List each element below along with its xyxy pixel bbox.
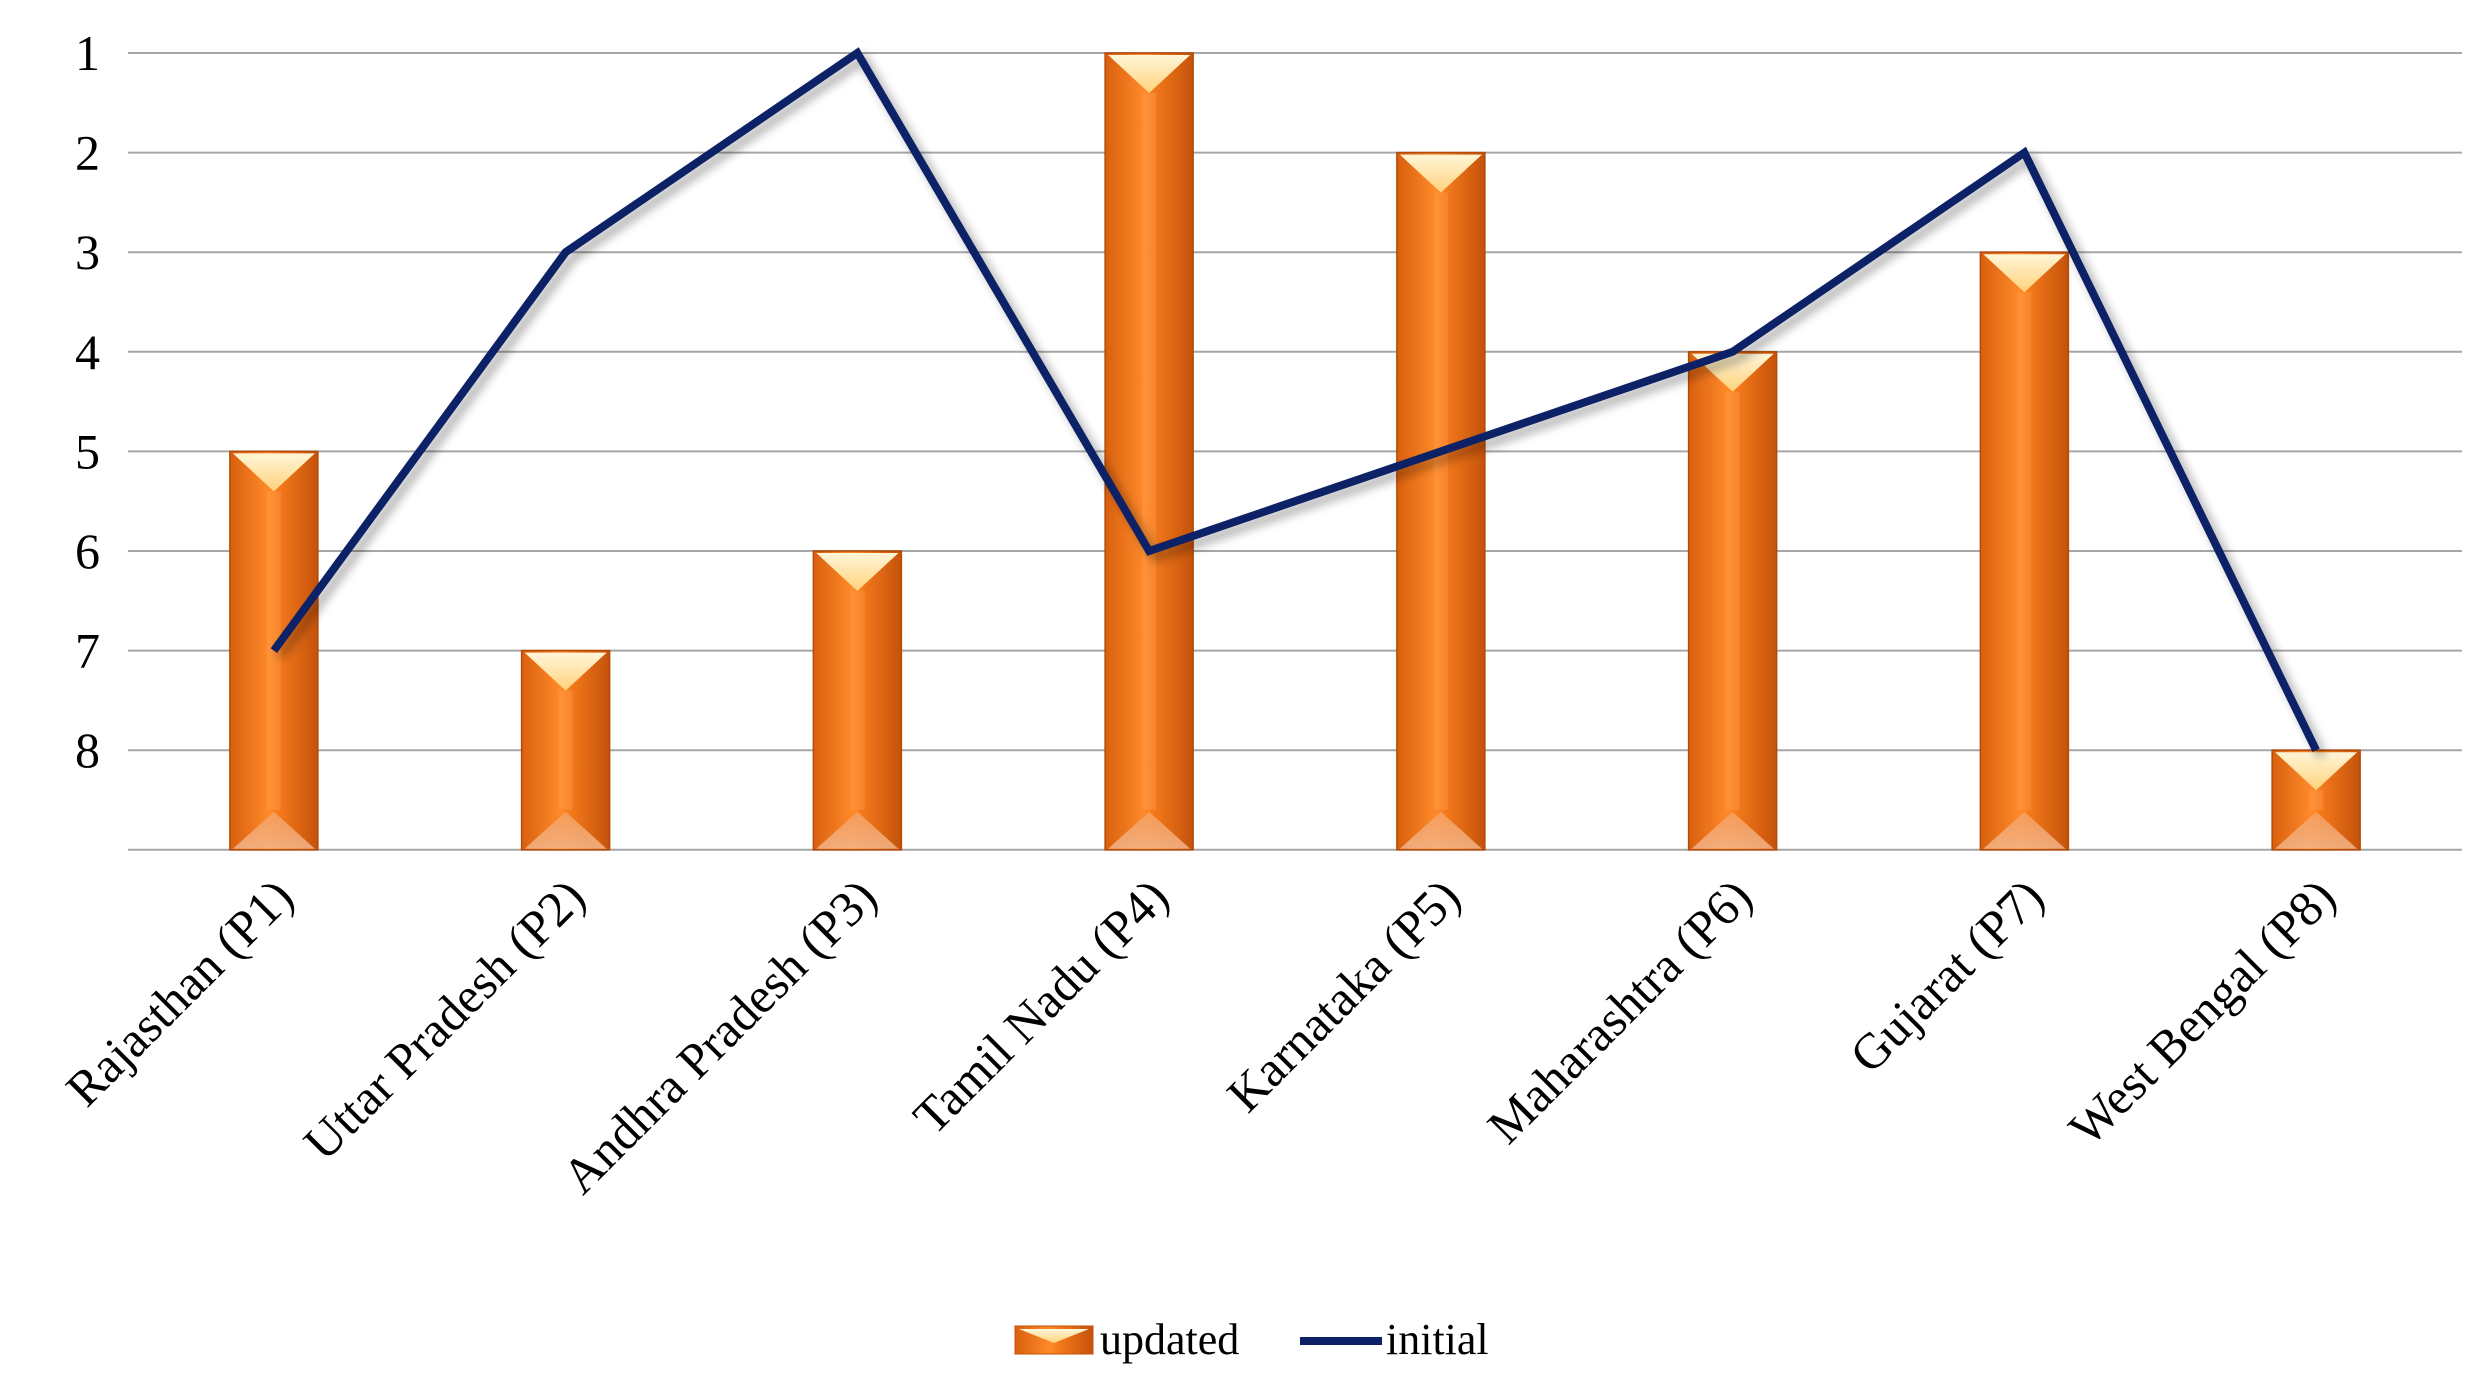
y-axis-ticks: 1 2 3 4 5 6 7 8 bbox=[75, 25, 100, 778]
bar-7 bbox=[1979, 251, 2070, 851]
bar-highlight-3 bbox=[850, 591, 865, 810]
bar-cap-6 bbox=[1691, 353, 1774, 392]
legend-swatch-cap bbox=[1019, 1329, 1089, 1343]
legend-label-updated: updated bbox=[1100, 1315, 1239, 1364]
bar-highlight-8 bbox=[2309, 790, 2324, 810]
x-tick-label-3: Andhra Pradesh (P3) bbox=[551, 868, 887, 1204]
bar-highlight-6 bbox=[1725, 391, 1740, 810]
bar-cap-1 bbox=[232, 453, 315, 492]
bar-6 bbox=[1687, 351, 1778, 851]
bar-1 bbox=[229, 450, 319, 851]
bars-updated bbox=[229, 52, 2361, 851]
x-axis-ticks: Rajasthan (P1)Uttar Pradesh (P2)Andhra P… bbox=[55, 868, 2346, 1204]
bar-cap-2 bbox=[524, 652, 607, 691]
bar-group-3 bbox=[812, 550, 903, 851]
bar-base-8 bbox=[2275, 811, 2358, 849]
x-tick-label-4: Tamil Nadu (P4) bbox=[902, 868, 1179, 1145]
bar-highlight-7 bbox=[2017, 292, 2032, 810]
bar-base-5 bbox=[1399, 811, 1482, 849]
bar-base-2 bbox=[524, 811, 607, 849]
bar-cap-8 bbox=[2275, 752, 2358, 791]
y-tick-label-4: 4 bbox=[75, 324, 100, 380]
bar-base-6 bbox=[1691, 811, 1774, 849]
bar-base-7 bbox=[1983, 811, 2066, 849]
bar-group-6 bbox=[1687, 351, 1778, 851]
bar-cap-5 bbox=[1399, 154, 1482, 193]
x-tick-label-1: Rajasthan (P1) bbox=[55, 868, 304, 1117]
bar-highlight-2 bbox=[558, 690, 573, 810]
legend-item-updated: updated bbox=[1014, 1315, 1239, 1364]
bar-group-8 bbox=[2271, 749, 2361, 851]
bar-cap-3 bbox=[816, 553, 899, 591]
bar-group-5 bbox=[1396, 151, 1486, 851]
y-tick-label-6: 6 bbox=[75, 523, 100, 579]
bar-cap-7 bbox=[1983, 254, 2066, 293]
bar-group-7 bbox=[1979, 251, 2070, 851]
bar-highlight-4 bbox=[1142, 93, 1157, 810]
bar-base-1 bbox=[232, 811, 315, 849]
gridlines bbox=[128, 52, 2462, 851]
x-tick-label-5: Karnataka (P5) bbox=[1216, 868, 1471, 1123]
legend-item-initial: initial bbox=[1300, 1315, 1489, 1364]
legend-label-initial: initial bbox=[1386, 1315, 1489, 1364]
y-tick-label-1: 1 bbox=[75, 25, 100, 81]
bar-base-3 bbox=[816, 811, 899, 849]
x-tick-label-8: West Bengal (P8) bbox=[2058, 868, 2346, 1156]
bar-3 bbox=[812, 550, 903, 851]
bar-5 bbox=[1396, 151, 1486, 851]
y-tick-label-2: 2 bbox=[75, 125, 100, 181]
line-initial-path bbox=[270, 47, 2320, 752]
bar-group-4 bbox=[1104, 52, 1194, 851]
bar-cap-4 bbox=[1108, 55, 1191, 93]
x-tick-label-7: Gujarat (P7) bbox=[1839, 868, 2054, 1083]
y-tick-label-7: 7 bbox=[75, 623, 100, 679]
y-tick-label-8: 8 bbox=[75, 722, 100, 778]
y-tick-label-3: 3 bbox=[75, 224, 100, 280]
y-tick-label-5: 5 bbox=[75, 423, 100, 479]
legend: updated initial bbox=[1014, 1315, 1489, 1364]
x-tick-label-6: Maharashtra (P6) bbox=[1476, 868, 1762, 1154]
bar-4 bbox=[1104, 52, 1194, 851]
bar-group-2 bbox=[520, 649, 611, 851]
bar-highlight-5 bbox=[1433, 192, 1448, 810]
x-tick-label-2: Uttar Pradesh (P2) bbox=[293, 868, 596, 1171]
bar-base-4 bbox=[1108, 811, 1191, 849]
line-initial bbox=[270, 47, 2320, 752]
